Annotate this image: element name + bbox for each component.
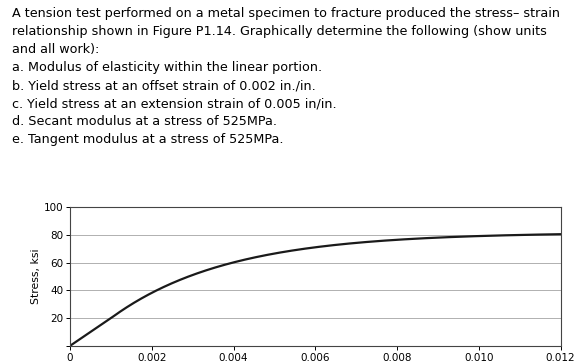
- Y-axis label: Stress, ksi: Stress, ksi: [31, 249, 41, 304]
- Text: A tension test performed on a metal specimen to fracture produced the stress– st: A tension test performed on a metal spec…: [12, 7, 559, 146]
